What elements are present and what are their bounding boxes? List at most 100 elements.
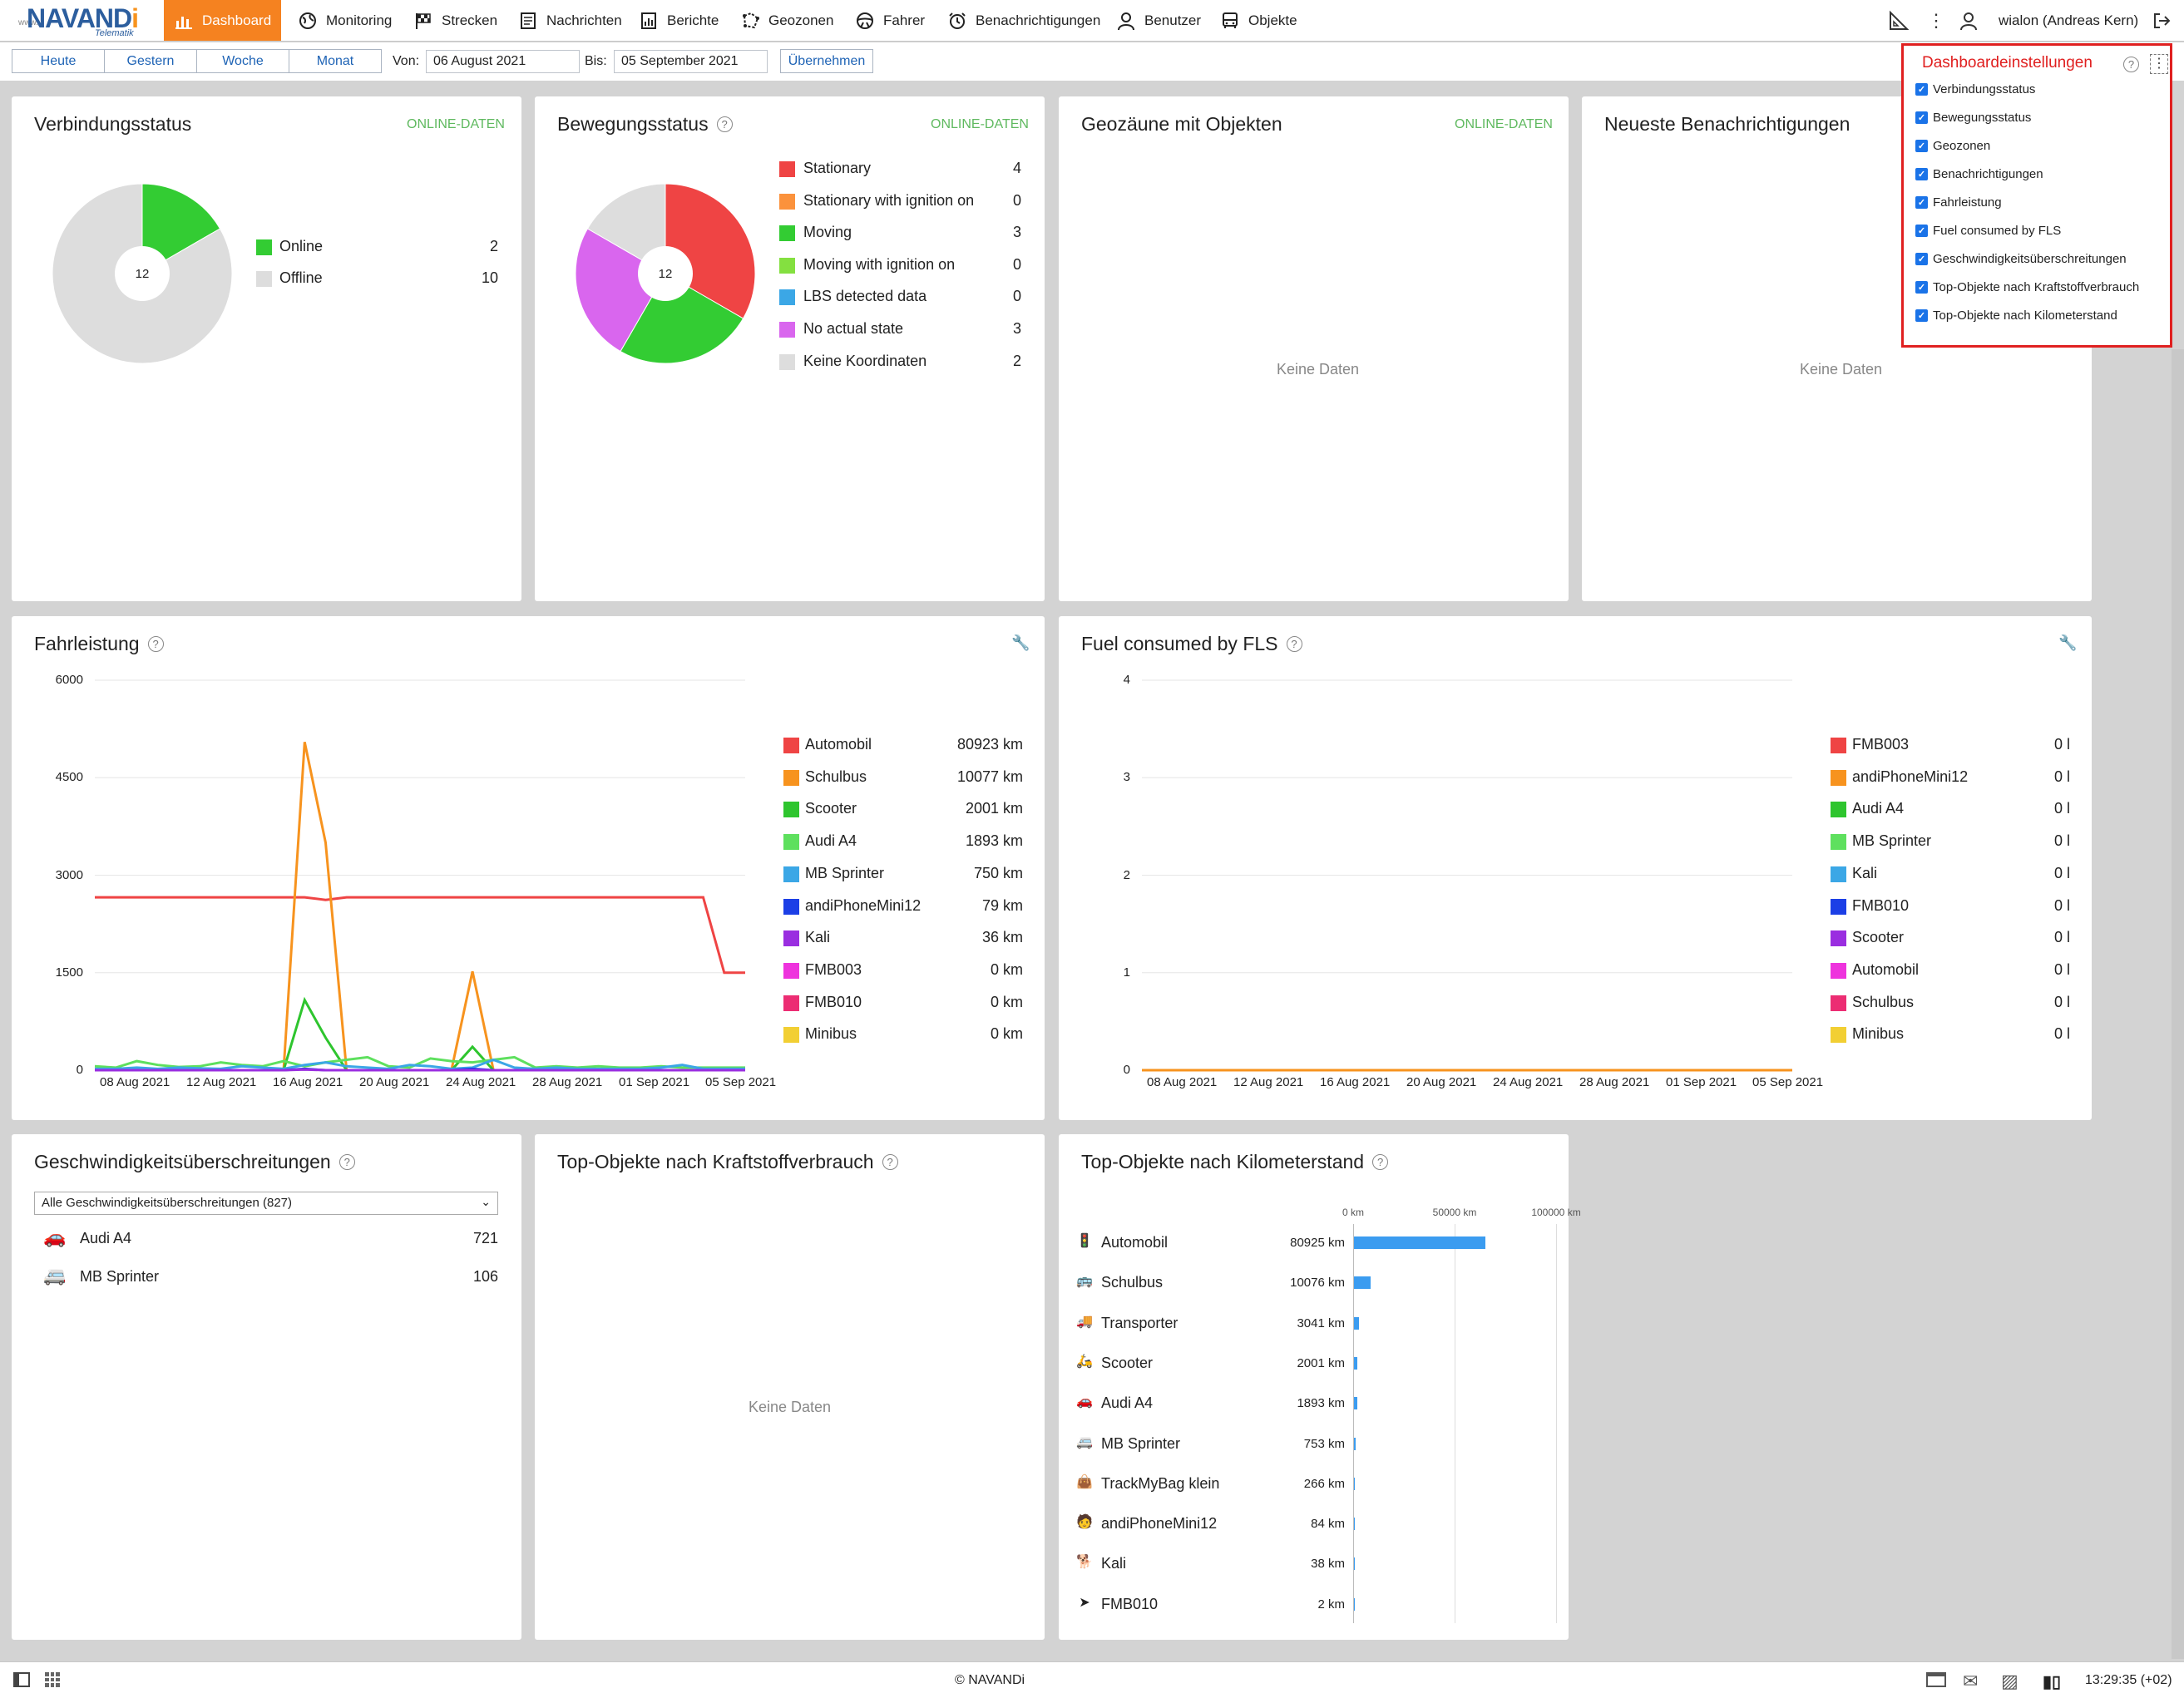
mileage-bar[interactable] bbox=[1354, 1397, 1357, 1410]
settings-option[interactable]: ✓ Top-Objekte nach Kilometerstand bbox=[1915, 309, 2117, 323]
legend-label[interactable]: Schulbus bbox=[805, 768, 867, 785]
mileage-bar[interactable] bbox=[1354, 1276, 1371, 1290]
more-vertical-icon[interactable]: ⋮ bbox=[1927, 10, 1945, 31]
checkbox-checked-icon[interactable]: ✓ bbox=[1915, 168, 1928, 180]
nav-nachrichten[interactable]: Nachrichten bbox=[508, 0, 632, 41]
navandi-logo[interactable]: www. NAVANDi Telematik bbox=[18, 3, 139, 38]
checkbox-checked-icon[interactable]: ✓ bbox=[1915, 196, 1928, 209]
nav-objekte[interactable]: Objekte bbox=[1210, 0, 1307, 41]
legend-label[interactable]: Schulbus bbox=[1852, 993, 1915, 1010]
mileage-object-name[interactable]: Transporter bbox=[1101, 1314, 1178, 1331]
mileage-bar[interactable] bbox=[1354, 1437, 1356, 1450]
mileage-object-name[interactable]: Kali bbox=[1101, 1555, 1127, 1572]
preset-yesterday-button[interactable]: Gestern bbox=[104, 49, 197, 73]
nav-geozonen[interactable]: Geozonen bbox=[730, 0, 843, 41]
mileage-object-name[interactable]: Automobil bbox=[1101, 1234, 1169, 1251]
pie-slice-keine-koordinaten[interactable] bbox=[586, 183, 666, 274]
legend-label[interactable]: Kali bbox=[1852, 864, 1878, 881]
mileage-bar[interactable] bbox=[1354, 1518, 1355, 1531]
series-line-mb-sprinter[interactable] bbox=[95, 1058, 745, 1070]
nav-fahrer[interactable]: Fahrer bbox=[845, 0, 935, 41]
settings-option[interactable]: ✓ Bewegungsstatus bbox=[1915, 111, 2031, 125]
mileage-bar[interactable] bbox=[1354, 1356, 1357, 1370]
legend-label[interactable]: Audi A4 bbox=[1852, 800, 1905, 817]
checkbox-checked-icon[interactable]: ✓ bbox=[1915, 309, 1928, 322]
nav-berichte[interactable]: Berichte bbox=[629, 0, 729, 41]
legend-label[interactable]: MB Sprinter bbox=[805, 864, 885, 881]
reader-icon[interactable]: ▮▯ bbox=[2043, 1673, 2062, 1691]
nav-strecken[interactable]: Strecken bbox=[403, 0, 507, 41]
preset-week-button[interactable]: Woche bbox=[196, 49, 289, 73]
mileage-bar[interactable] bbox=[1354, 1316, 1359, 1330]
image-icon[interactable]: ▨ bbox=[2001, 1671, 2018, 1691]
grid-icon[interactable] bbox=[45, 1672, 60, 1687]
settings-option[interactable]: ✓ Benachrichtigungen bbox=[1915, 167, 2043, 181]
legend-label[interactable]: Kali bbox=[805, 929, 831, 946]
mileage-object-name[interactable]: andiPhoneMini12 bbox=[1101, 1515, 1218, 1533]
mileage-object-name[interactable]: FMB010 bbox=[1101, 1595, 1159, 1612]
pie-slice-moving[interactable] bbox=[620, 273, 744, 364]
settings-option[interactable]: ✓ Fuel consumed by FLS bbox=[1915, 224, 2061, 238]
series-line-automobil[interactable] bbox=[95, 896, 745, 975]
legend-label[interactable]: MB Sprinter bbox=[1852, 832, 1932, 850]
message-icon[interactable] bbox=[1926, 1672, 1946, 1687]
legend-label[interactable]: Automobil bbox=[805, 736, 872, 753]
legend-label[interactable]: Scooter bbox=[805, 800, 857, 817]
help-icon[interactable]: ? bbox=[1286, 636, 1302, 652]
ruler-icon[interactable] bbox=[1886, 8, 1911, 33]
help-icon[interactable]: ? bbox=[882, 1154, 898, 1170]
help-icon[interactable]: ? bbox=[338, 1154, 355, 1170]
mileage-object-name[interactable]: Scooter bbox=[1101, 1354, 1154, 1371]
mail-icon[interactable]: ✉ bbox=[1963, 1671, 1979, 1691]
mileage-bar[interactable] bbox=[1354, 1597, 1355, 1611]
series-line-kali[interactable] bbox=[95, 1068, 745, 1072]
pie-slice-online[interactable] bbox=[141, 183, 221, 274]
mileage-bar[interactable] bbox=[1354, 1477, 1355, 1490]
mileage-object-name[interactable]: MB Sprinter bbox=[1101, 1434, 1181, 1452]
settings-option[interactable]: ✓ Geozonen bbox=[1915, 139, 1990, 153]
mileage-object-name[interactable]: Schulbus bbox=[1101, 1274, 1164, 1291]
preset-month-button[interactable]: Monat bbox=[289, 49, 382, 73]
legend-label[interactable]: FMB010 bbox=[1852, 896, 1910, 914]
help-icon[interactable]: ? bbox=[716, 116, 733, 132]
nav-monitoring[interactable]: Monitoring bbox=[288, 0, 402, 41]
legend-label[interactable]: Minibus bbox=[805, 1025, 857, 1043]
legend-label[interactable]: andiPhoneMini12 bbox=[805, 896, 922, 914]
panel-toggle-icon[interactable] bbox=[13, 1672, 30, 1687]
checkbox-checked-icon[interactable]: ✓ bbox=[1915, 111, 1928, 124]
nav-benachrichtigungen[interactable]: Benachrichtigungen bbox=[937, 0, 1110, 41]
speeding-filter-select[interactable]: Alle Geschwindigkeitsüberschreitungen (8… bbox=[34, 1192, 498, 1215]
mileage-bar[interactable] bbox=[1354, 1236, 1485, 1249]
speeding-object-name[interactable]: MB Sprinter bbox=[80, 1268, 160, 1285]
help-icon[interactable]: ? bbox=[1372, 1154, 1389, 1170]
nav-dashboard[interactable]: Dashboard bbox=[164, 0, 282, 41]
legend-label[interactable]: Scooter bbox=[1852, 929, 1905, 946]
series-line-schulbus[interactable] bbox=[95, 741, 745, 1072]
mileage-object-name[interactable]: TrackMyBag klein bbox=[1101, 1474, 1220, 1492]
mileage-object-name[interactable]: Audi A4 bbox=[1101, 1394, 1154, 1412]
legend-label[interactable]: Audi A4 bbox=[805, 832, 857, 850]
to-date-input[interactable]: 05 September 2021 bbox=[614, 50, 768, 73]
user-name[interactable]: wialon (Andreas Kern) bbox=[1999, 12, 2139, 28]
settings-option[interactable]: ✓ Fahrleistung bbox=[1915, 195, 2002, 210]
checkbox-checked-icon[interactable]: ✓ bbox=[1915, 225, 1928, 237]
preset-today-button[interactable]: Heute bbox=[12, 49, 105, 73]
settings-option[interactable]: ✓ Verbindungsstatus bbox=[1915, 82, 2035, 96]
checkbox-checked-icon[interactable]: ✓ bbox=[1915, 140, 1928, 152]
user-account-icon[interactable] bbox=[1956, 8, 1981, 33]
checkbox-checked-icon[interactable]: ✓ bbox=[1915, 253, 1928, 265]
legend-label[interactable]: FMB003 bbox=[1852, 736, 1910, 753]
legend-label[interactable]: FMB010 bbox=[805, 993, 862, 1010]
settings-option[interactable]: ✓ Top-Objekte nach Kraftstoffverbrauch bbox=[1915, 280, 2139, 294]
help-icon[interactable]: ? bbox=[147, 636, 164, 652]
settings-option[interactable]: ✓ Geschwindigkeitsüberschreitungen bbox=[1915, 252, 2127, 266]
speeding-object-name[interactable]: Audi A4 bbox=[80, 1230, 132, 1246]
mileage-bar[interactable] bbox=[1354, 1557, 1355, 1571]
right-scrollbar[interactable] bbox=[2172, 349, 2184, 1659]
legend-label[interactable]: andiPhoneMini12 bbox=[1852, 768, 1969, 785]
logout-icon[interactable] bbox=[2149, 8, 2174, 33]
checkbox-checked-icon[interactable]: ✓ bbox=[1915, 281, 1928, 294]
legend-label[interactable]: FMB003 bbox=[805, 960, 862, 978]
help-icon[interactable]: ? bbox=[2123, 57, 2139, 72]
pie-slice-no-actual-state[interactable] bbox=[575, 228, 666, 353]
